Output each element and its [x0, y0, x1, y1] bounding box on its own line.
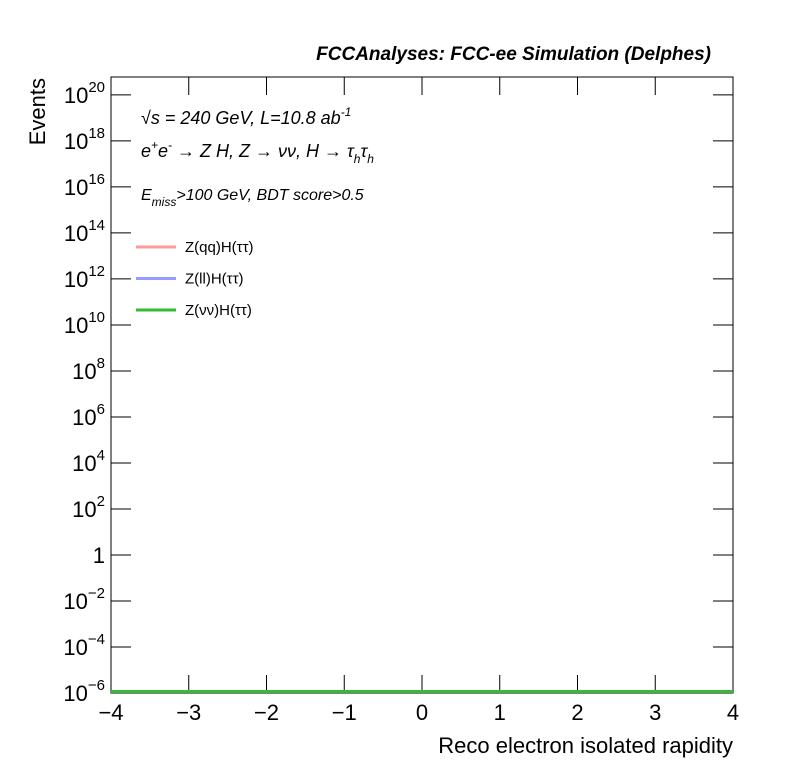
x-tick-label: 1	[494, 700, 506, 725]
legend-label: Z(qq)H(ττ)	[185, 239, 254, 256]
y-tick-exponent: 20	[88, 79, 105, 96]
y-tick-base: 10	[72, 497, 96, 522]
y-tick-label: 102	[72, 493, 105, 522]
y-tick-base: 10	[64, 221, 88, 246]
y-tick-exponent: −4	[88, 631, 105, 648]
x-tick-label: 3	[649, 700, 661, 725]
legend-label: Z(νν)H(ττ)	[185, 302, 252, 319]
x-tick-label: 4	[727, 700, 739, 725]
y-tick-label: 1014	[64, 217, 105, 246]
y-tick-label: 1020	[64, 79, 105, 108]
y-tick-base: 10	[64, 83, 88, 108]
annotation-part: miss	[152, 195, 177, 209]
y-tick-base: 10	[64, 129, 88, 154]
y-tick-exponent: −2	[88, 585, 105, 602]
annotation-part: h	[354, 152, 361, 166]
annotation: √s = 240 GeV, L=10.8 ab-1​	[141, 105, 351, 128]
annotation-part: √s = 240 GeV, L=10.8 ab	[141, 108, 341, 128]
y-tick-exponent: 2	[97, 493, 105, 510]
y-tick-base: 10	[72, 359, 96, 384]
y-tick-label: 10−2	[63, 585, 105, 614]
annotation-part: -1	[341, 105, 352, 119]
annotation-part: -	[168, 138, 172, 152]
x-tick-label: 0	[416, 700, 428, 725]
y-tick-exponent: 16	[88, 171, 105, 188]
y-tick-base: 10	[64, 313, 88, 338]
y-tick-label: 106	[72, 401, 105, 430]
annotation-part: E	[141, 187, 152, 204]
y-tick-label: 108	[72, 355, 105, 384]
annotation-part: τ	[360, 141, 368, 161]
annotation: e+​e-​ → Z H, Z → νν, H → τh​τh​	[141, 138, 374, 166]
annotation-part: e	[141, 141, 151, 161]
chart-title: FCCAnalyses: FCC-ee Simulation (Delphes)	[316, 44, 711, 65]
legend-label: Z(ll)H(ττ)	[185, 271, 244, 288]
annotation-part: +	[151, 138, 158, 152]
y-tick-label: 1	[93, 543, 105, 568]
annotation-part: → Z H, Z → νν, H → τ	[172, 141, 355, 161]
y-tick-label: 1012	[64, 263, 105, 292]
y-tick-label: 1016	[64, 171, 105, 200]
y-tick-exponent: 6	[97, 401, 105, 418]
y-tick-label: 1018	[64, 125, 105, 154]
x-axis-label: Reco electron isolated rapidity	[438, 733, 733, 758]
annotation: Emiss​>100 GeV, BDT score>0.5	[141, 187, 364, 209]
y-tick-label: 10−4	[63, 631, 105, 660]
y-tick-exponent: 12	[88, 263, 105, 280]
y-tick-base: 10	[63, 635, 87, 660]
x-tick-label: −3	[176, 700, 201, 725]
y-tick-exponent: −6	[88, 677, 105, 694]
y-axis-label: Events	[25, 78, 50, 145]
annotation-part: >100 GeV, BDT score>0.5	[176, 187, 363, 204]
y-tick-exponent: 4	[97, 447, 105, 464]
y-tick-exponent: 8	[97, 355, 105, 372]
y-tick-base: 10	[64, 175, 88, 200]
x-tick-label: 2	[571, 700, 583, 725]
y-tick-exponent: 18	[88, 125, 105, 142]
y-tick-exponent: 14	[88, 217, 105, 234]
annotation-part: h	[367, 152, 374, 166]
y-tick-label: 104	[72, 447, 105, 476]
y-tick-base: 10	[63, 681, 87, 706]
x-tick-label: −4	[98, 700, 123, 725]
y-tick-base: 10	[64, 267, 88, 292]
y-tick-base: 10	[72, 405, 96, 430]
annotation-part: e	[158, 141, 168, 161]
y-tick-label: 1010	[64, 309, 105, 338]
y-tick-label: 10−6	[63, 677, 105, 706]
y-tick-base: 10	[72, 451, 96, 476]
x-tick-label: −2	[254, 700, 279, 725]
y-tick-exponent: 10	[88, 309, 105, 326]
y-tick-base: 10	[63, 589, 87, 614]
x-tick-label: −1	[332, 700, 357, 725]
